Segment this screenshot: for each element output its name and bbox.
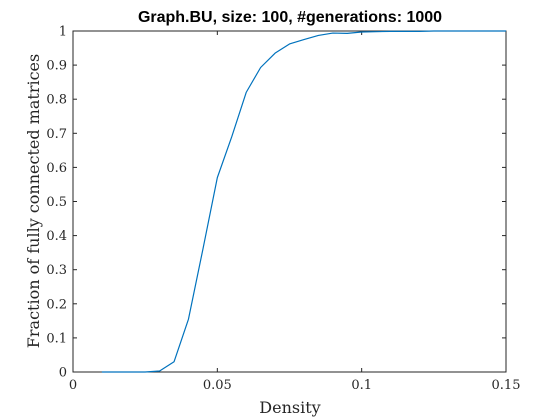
axes [72, 30, 507, 373]
y-axis-label: Fraction of fully connected matrices [24, 54, 43, 348]
plot-box [72, 30, 507, 373]
y-tick-label: 0 [59, 366, 67, 381]
series-line [101, 30, 506, 373]
y-tick-label: 0.6 [46, 161, 67, 176]
y-tick-label: 0.2 [46, 297, 67, 312]
y-tick-label: 0.9 [46, 59, 67, 74]
y-tick-label: 0.1 [46, 331, 67, 346]
y-tick-label: 0.5 [46, 195, 67, 210]
x-tick-label: 0.05 [203, 378, 232, 393]
axis-ticks: 0 0.05 0.1 0.15 0 0.1 0.2 0.3 0.4 0.5 0.6 0.7 0.8 0.9… [46, 25, 520, 394]
data-series [101, 30, 506, 373]
chart-title: Graph.BU, size: 100, #generations: 1000 [138, 9, 442, 26]
y-tick-label: 1 [59, 25, 67, 40]
x-tick-label: 0 [69, 378, 77, 393]
x-tick-label: 0.1 [351, 378, 372, 393]
y-tick-label: 0.7 [46, 127, 67, 142]
y-tick-label: 0.4 [46, 229, 67, 244]
x-tick-label: 0.15 [492, 378, 521, 393]
x-axis-label: Density [259, 398, 320, 417]
y-tick-label: 0.3 [46, 263, 67, 278]
y-tick-label: 0.8 [46, 93, 67, 108]
